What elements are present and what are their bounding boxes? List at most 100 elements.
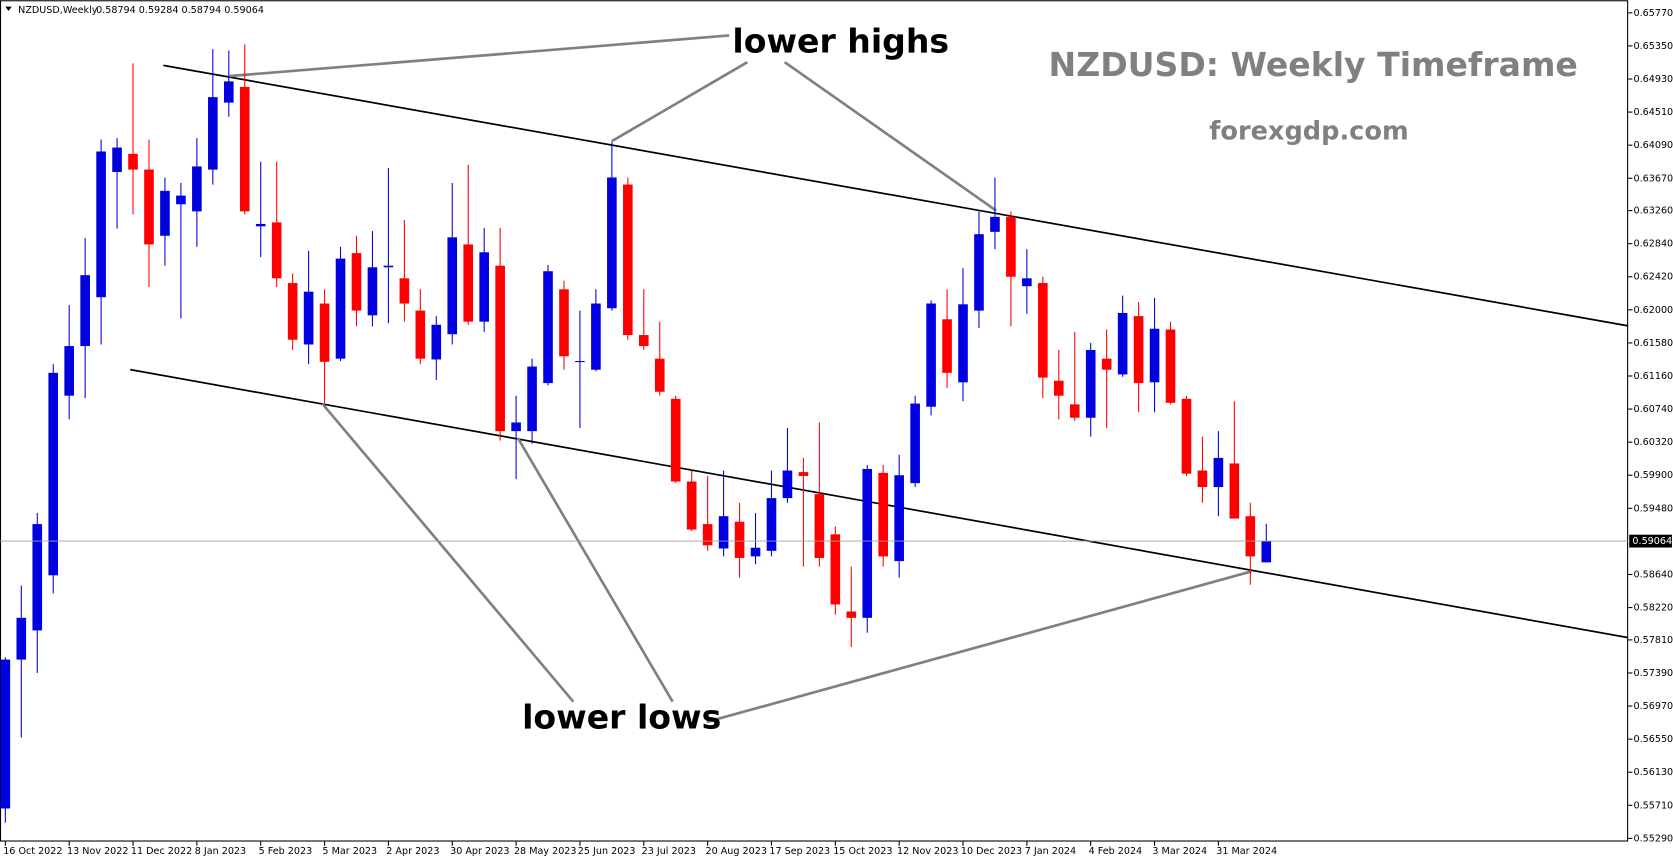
y-tick-label: 0.64930 [1633,74,1673,85]
candle-body [176,195,186,205]
candle-body [192,166,202,212]
ohlc-label: 0.58794 0.59284 0.58794 0.59064 [96,5,264,16]
candle-body [431,324,442,360]
candle-body [1245,516,1256,557]
y-tick-label: 0.62840 [1633,239,1673,250]
candle-body [638,335,649,347]
y-tick-label: 0.60320 [1633,437,1673,448]
candle-body [559,289,569,357]
candle-body [894,475,904,562]
x-tick-label: 8 Jan 2023 [195,846,246,857]
chart-subtitle: forexgdp.com [1209,117,1408,147]
candle-body [1022,278,1032,287]
candle-body [287,283,298,340]
candle-body [112,147,122,172]
annotation-pointers [229,34,1252,724]
candle-body [782,470,793,499]
y-tick-label: 0.56550 [1633,734,1673,745]
candle-body [495,265,505,432]
candle-body [1053,380,1064,396]
candle-body [990,216,1000,232]
y-tick-label: 0.57810 [1633,635,1673,646]
x-tick-label: 11 Dec 2022 [131,846,192,857]
symbol-label: NZDUSD,Weekly [18,5,98,16]
x-tick-label: 31 Mar 2024 [1216,846,1277,857]
last-price-label: 0.59064 [1632,536,1672,547]
candle-body [1261,541,1272,563]
candle-body [0,659,11,809]
x-tick-label: 23 Jul 2023 [642,846,696,857]
candle-body [1038,283,1048,378]
candle-body [48,372,59,576]
candle-body [415,310,426,359]
candle-body [543,271,553,384]
candle-body [575,361,585,363]
pointer [229,34,730,78]
candle-body [910,403,920,484]
candle-body [846,611,857,618]
candle-body [80,275,90,347]
candle-body [160,190,170,236]
candle-body [1117,312,1128,375]
candle-body [367,267,378,316]
candle-body [942,319,952,373]
candle-body [463,244,474,322]
x-tick-label: 25 Jun 2023 [578,846,636,857]
last-price-box [1629,534,1672,548]
menu-triangle [5,6,12,11]
y-tick-label: 0.58640 [1633,570,1673,581]
candle-body [511,422,521,432]
candle-body [1213,457,1224,488]
candle-body [128,153,138,170]
candle-body [527,366,537,432]
y-tick-label: 0.58220 [1633,603,1673,614]
candle-body [958,304,968,383]
x-tick-label: 5 Feb 2023 [259,846,313,857]
x-tick-label: 20 Aug 2023 [705,846,766,857]
y-tick-label: 0.56130 [1633,767,1673,778]
y-tick-label: 0.63260 [1633,206,1673,217]
annotation: lower highs [732,21,949,60]
y-tick-label: 0.64510 [1633,107,1673,118]
candle-body [654,358,665,392]
candle-body [974,234,984,311]
candle-body [399,278,410,304]
candle-body [1197,470,1208,488]
chart-title: NZDUSD: Weekly Timeframe [1049,45,1578,84]
candle-body [798,472,809,477]
candle-body [1085,349,1096,418]
y-tick-label: 0.62420 [1633,272,1673,283]
y-tick-label: 0.56970 [1633,701,1673,712]
candle-body [830,534,841,605]
candle-body [1181,398,1192,474]
candle-body [1149,328,1160,383]
y-tick-label: 0.63670 [1633,173,1673,184]
candle-body [926,303,936,407]
candle-body [1165,329,1176,403]
candle-body [1229,463,1240,519]
x-tick-label: 28 May 2023 [514,846,577,857]
x-tick-label: 7 Jan 2024 [1025,846,1076,857]
candle-body [239,86,250,212]
annotation: lower lows [522,697,721,736]
candle-body [702,524,713,546]
x-tick-label: 12 Nov 2023 [897,846,958,857]
candle-body [878,472,889,557]
y-tick-label: 0.55290 [1633,833,1673,844]
candle-body [335,258,346,359]
y-tick-label: 0.59900 [1633,470,1673,481]
candle-body [96,151,106,298]
x-tick-label: 5 Mar 2023 [322,846,377,857]
x-tick-label: 17 Sep 2023 [769,846,830,857]
pointer [321,402,575,703]
pointer [706,570,1252,724]
candle-body [766,498,777,551]
y-tick-label: 0.65350 [1633,41,1673,52]
x-tick-label: 2 Apr 2023 [386,846,439,857]
x-tick-label: 3 Mar 2024 [1152,846,1207,857]
candle-body [686,481,697,530]
candle-body [383,265,394,268]
y-tick-label: 0.61160 [1633,371,1673,382]
